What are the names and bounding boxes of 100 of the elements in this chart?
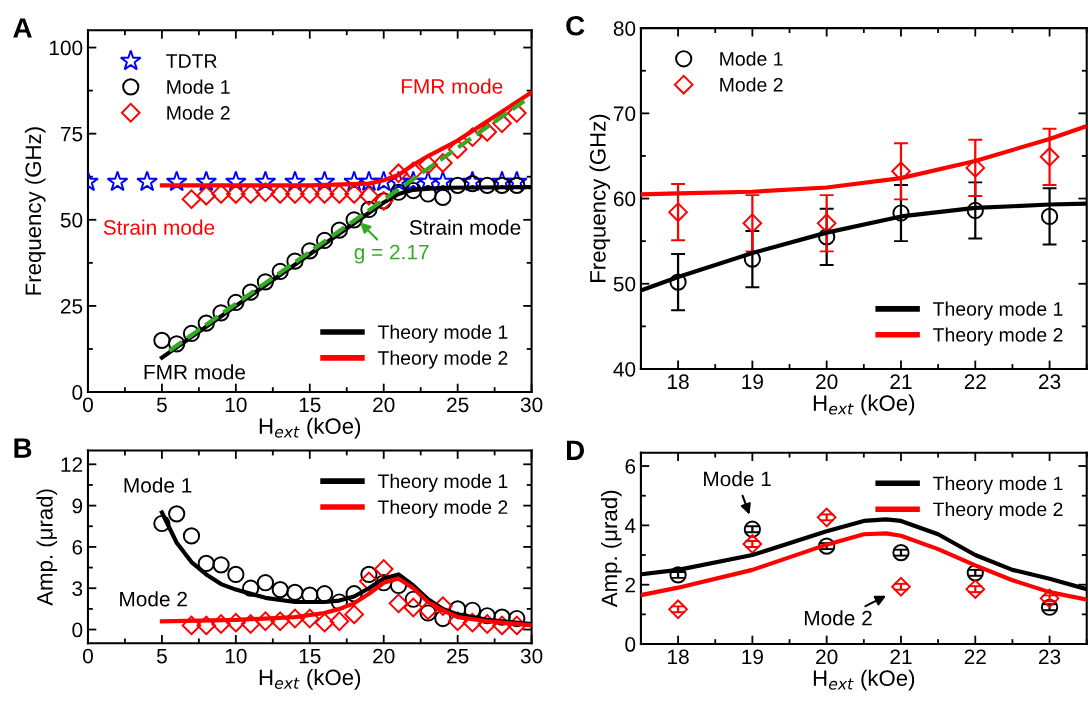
point (463, 175, 482, 193)
point (153, 514, 171, 533)
point (242, 283, 260, 301)
y-tick-label: 50 (60, 212, 83, 228)
y-tick-label: 40 (613, 361, 636, 377)
legend-label: TDTR (166, 54, 217, 68)
point (254, 170, 277, 192)
point (433, 153, 453, 173)
point (270, 184, 291, 204)
legend-label: Theory mode 2 (377, 350, 508, 369)
point (197, 314, 215, 332)
point (240, 184, 261, 204)
legend-label: Theory mode 2 (933, 501, 1063, 521)
annotation: Mode 1 (704, 471, 771, 487)
point (505, 170, 528, 192)
annotation: Mode 2 (804, 610, 872, 626)
point (271, 580, 289, 599)
annotation: g = 2.17 (354, 244, 429, 264)
point (477, 614, 498, 634)
point (197, 554, 215, 573)
x-tick-label: 5 (156, 397, 167, 413)
chart-title: D (566, 440, 585, 460)
point (404, 181, 422, 200)
x-tick-label: 15 (299, 648, 321, 664)
x-tick-label: 20 (816, 374, 838, 390)
point (449, 176, 467, 194)
point (359, 185, 379, 206)
x-tick-label: 20 (373, 397, 395, 413)
point (212, 556, 230, 574)
point (892, 204, 910, 222)
x-tick-label: 18 (668, 649, 689, 665)
point (966, 201, 984, 220)
y-tick-label: 0 (72, 622, 83, 638)
x-tick-label: 23 (1039, 374, 1061, 390)
point (181, 615, 202, 636)
y-tick-label: 100 (49, 40, 83, 56)
x-tick-label: 22 (964, 374, 986, 389)
annotation: Strain mode (103, 219, 215, 235)
point (433, 596, 453, 616)
point (818, 228, 836, 246)
x-tick-label: 25 (447, 648, 469, 664)
y-tick-label: 4 (624, 518, 636, 533)
point (315, 231, 334, 250)
point (388, 593, 409, 614)
y-tick-label: 60 (613, 191, 636, 207)
y-axis-title: Amp. (μrad) (600, 490, 622, 608)
y-tick-label: 0 (625, 637, 636, 652)
annotation: FMR mode (144, 364, 246, 380)
chart-title: C (566, 15, 585, 36)
point (403, 597, 424, 618)
point (329, 611, 350, 632)
point (447, 611, 468, 632)
point (285, 608, 305, 629)
point (284, 170, 306, 192)
y-tick-label: 75 (61, 126, 83, 142)
x-tick-label: 18 (668, 374, 689, 390)
legend-label: Mode 1 (720, 51, 783, 66)
y-tick-label: 6 (625, 459, 636, 474)
legend-label: Theory mode 1 (933, 476, 1063, 495)
point (240, 614, 261, 634)
y-axis-title: Frequency (GHz) (24, 127, 46, 295)
point (168, 335, 186, 353)
y-axis-title: Amp. (μrad) (36, 489, 58, 606)
annotation: Strain mode (409, 219, 521, 235)
y-tick-label: 9 (72, 498, 83, 514)
point (816, 213, 837, 234)
point (285, 184, 305, 204)
point (431, 170, 454, 192)
point (742, 213, 763, 234)
x-tick-label: 21 (890, 649, 912, 664)
legend-label: Theory mode 2 (377, 499, 508, 518)
x-tick-label: 20 (816, 649, 838, 665)
point (299, 608, 320, 629)
point (153, 331, 171, 349)
x-tick-label: 30 (520, 397, 543, 413)
point (255, 182, 276, 203)
y-tick-label: 0 (72, 385, 83, 400)
point (227, 293, 245, 312)
point (344, 184, 364, 204)
point (212, 304, 230, 322)
point (256, 273, 275, 291)
point (211, 614, 231, 634)
point (492, 615, 512, 636)
point (136, 170, 158, 192)
point (345, 211, 363, 229)
y-tick-label: 3 (72, 581, 83, 596)
y-tick-label: 6 (72, 539, 83, 555)
point (313, 170, 336, 192)
legend-label: Theory mode 1 (377, 324, 508, 343)
point (211, 184, 231, 204)
y-axis-title: Frequency (GHz) (589, 114, 611, 282)
point (419, 185, 437, 203)
x-tick-label: 10 (225, 648, 247, 664)
chart-title: A (13, 18, 32, 38)
point (224, 170, 247, 192)
point (462, 127, 483, 147)
point (389, 183, 408, 201)
point (478, 176, 496, 194)
point (434, 188, 452, 207)
point (226, 612, 246, 633)
